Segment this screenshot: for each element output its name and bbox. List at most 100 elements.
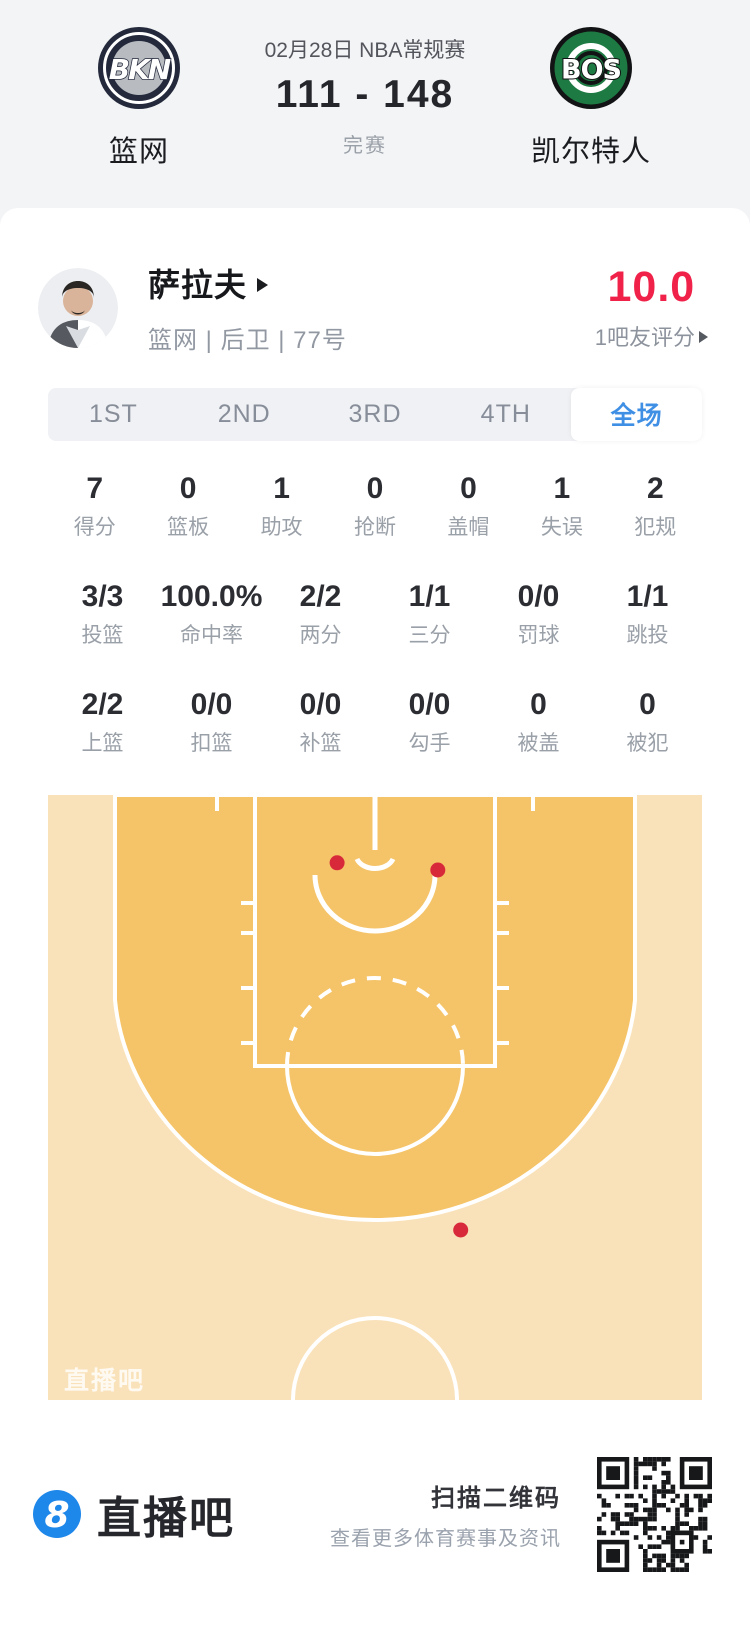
player-name-link[interactable]: 萨拉夫: [148, 260, 595, 306]
svg-text:BKN: BKN: [109, 53, 171, 86]
tab-4th[interactable]: 4TH: [480, 399, 531, 428]
shot-chart: 直播吧: [48, 794, 702, 1400]
match-center: 02月28日 NBA常规赛 111 - 148 完赛: [254, 26, 476, 158]
stat-label: 篮板: [167, 515, 210, 539]
tab-1st[interactable]: 1ST: [88, 399, 138, 428]
stat-value: 1/1: [408, 579, 451, 613]
stat-label: 扣篮: [190, 731, 233, 755]
stat-row-2: 3/3 投篮 100.0% 命中率 2/2 两分 1/1 三分 0/0 罚球 1/1 跳投: [48, 579, 702, 649]
stat-label: 罚球: [517, 623, 560, 647]
stat-value: 1: [273, 471, 290, 505]
stat-item: 1 助攻: [235, 471, 328, 541]
player-avatar-image: [38, 267, 118, 348]
brand-ball-icon: 8: [33, 1490, 81, 1539]
stat-value: 2/2: [81, 687, 124, 721]
stats-grid: 7 得分 0 篮板 1 助攻 0 抢断 0 盖帽 1 失误 2 犯规 3/3 投篮 100.0% 命中率 2/2 两分…: [48, 471, 702, 757]
stat-label: 被盖: [517, 731, 560, 755]
tab-3rd[interactable]: 3RD: [348, 399, 402, 428]
team-away-name: 凯尔特人: [530, 136, 651, 168]
stat-item: 100.0% 命中率: [157, 579, 266, 649]
stat-label: 抢断: [353, 515, 396, 539]
stat-label: 两分: [299, 623, 342, 647]
brand-name: 直播吧: [97, 1494, 235, 1544]
stat-value: 2/2: [299, 579, 342, 613]
team-home[interactable]: BKN 篮网: [24, 26, 254, 170]
rating-link-icon: [699, 331, 708, 344]
rating-caption-link[interactable]: 1吧友评分: [595, 320, 708, 352]
stat-value: 3/3: [81, 579, 124, 613]
shot-dots: [329, 855, 469, 1238]
stat-label: 得分: [73, 515, 116, 539]
stat-label: 跳投: [626, 623, 669, 647]
player-rating: 10.0 1吧友评分: [595, 263, 708, 352]
stat-value: 7: [86, 471, 104, 505]
qr-text: 扫描二维码 查看更多体育赛事及资讯: [330, 1478, 561, 1551]
stat-item: 1/1 三分: [375, 579, 484, 649]
stat-value: 0/0: [190, 687, 233, 721]
player-avatar: [38, 267, 118, 348]
match-date: 02月28日 NBA常规赛: [264, 39, 466, 62]
rating-value: 10.0: [607, 263, 696, 312]
court-watermark: 直播吧: [64, 1367, 145, 1395]
bkn-team-logo-icon: BKN: [98, 27, 180, 109]
stat-value: 0: [639, 687, 656, 721]
stat-value: 0: [530, 687, 547, 721]
qr-code: [597, 1456, 712, 1572]
stat-item: 3/3 投篮: [48, 579, 157, 649]
stat-item: 0/0 扣篮: [157, 687, 266, 757]
stat-value: 0/0: [408, 687, 451, 721]
shot-dot: [453, 1222, 469, 1238]
stat-item: 2/2 两分: [266, 579, 375, 649]
hoop-arc: [354, 857, 396, 871]
stat-item: 1 失误: [515, 471, 608, 541]
lane-box: [253, 794, 497, 1068]
stat-item: 2/2 上篮: [48, 687, 157, 757]
stat-item: 0/0 补篮: [266, 687, 375, 757]
stat-label: 上篮: [81, 731, 124, 755]
team-home-name: 篮网: [108, 136, 169, 168]
free-throw-circle-dashed: [285, 975, 465, 1066]
qr-caption: 查看更多体育赛事及资讯: [330, 1527, 561, 1550]
player-summary: 萨拉夫 篮网 | 后卫 | 77号 10.0 1吧友评分: [0, 252, 750, 364]
stat-value: 1/1: [626, 579, 669, 613]
stat-value: 0: [460, 471, 477, 505]
restricted-area-arc: [312, 874, 438, 934]
stat-label: 投篮: [81, 623, 124, 647]
svg-text:BOS: BOS: [561, 55, 621, 86]
stat-item: 0 篮板: [141, 471, 234, 541]
stat-row-1: 7 得分 0 篮板 1 助攻 0 抢断 0 盖帽 1 失误 2 犯规: [48, 471, 702, 541]
stat-item: 0/0 勾手: [375, 687, 484, 757]
player-expand-icon: [257, 277, 269, 292]
stat-item: 2 犯规: [609, 471, 702, 541]
stat-item: 1/1 跳投: [593, 579, 702, 649]
player-info: 萨拉夫 篮网 | 后卫 | 77号: [148, 260, 595, 355]
stat-value: 0/0: [299, 687, 342, 721]
stat-label: 失误: [540, 515, 583, 539]
player-meta: 篮网 | 后卫 | 77号: [148, 327, 347, 355]
app-footer: 8 直播吧 扫描二维码 查看更多体育赛事及资讯: [0, 1399, 750, 1629]
center-circle-arc: [291, 1315, 459, 1400]
tab-全场[interactable]: 全场: [571, 387, 702, 441]
player-name: 萨拉夫: [148, 267, 248, 304]
player-stats-card: 萨拉夫 篮网 | 后卫 | 77号 10.0 1吧友评分 1ST 2ND 3RD 4T…: [0, 207, 750, 1400]
team-away[interactable]: BOS 凯尔特人: [476, 26, 706, 170]
rating-caption-text: 1吧友评分: [594, 325, 695, 351]
shot-dot: [430, 862, 446, 878]
svg-text:8: 8: [44, 1495, 69, 1536]
bos-team-logo-icon: BOS: [550, 27, 632, 109]
stat-item: 0/0 罚球: [484, 579, 593, 649]
match-status: 完赛: [343, 135, 387, 157]
halfcourt-diagram: 直播吧: [48, 794, 702, 1400]
stat-value: 0: [366, 471, 384, 505]
tab-2nd[interactable]: 2ND: [217, 399, 271, 428]
lane-hash-marks: [215, 794, 535, 1045]
stat-label: 命中率: [180, 623, 243, 647]
stat-item: 0 被犯: [593, 687, 702, 757]
free-throw-circle-solid: [285, 1065, 465, 1156]
period-tabs: 1ST 2ND 3RD 4TH 全场: [48, 387, 702, 441]
stat-label: 助攻: [260, 515, 303, 539]
stat-item: 0 被盖: [484, 687, 593, 757]
stat-value: 2: [646, 471, 664, 505]
stat-label: 被犯: [626, 731, 669, 755]
